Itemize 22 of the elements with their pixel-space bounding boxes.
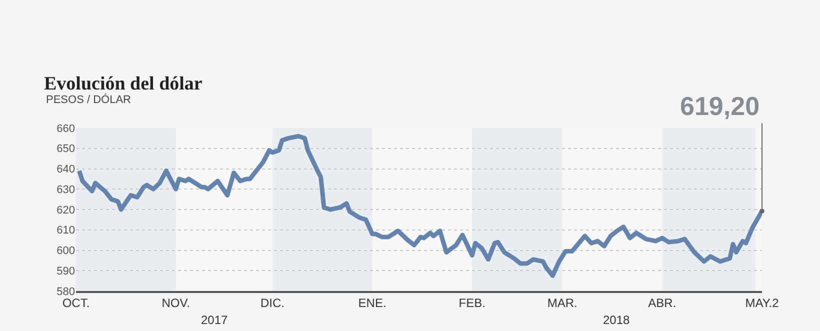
text: 2017 xyxy=(201,313,228,327)
x-tick-label: MAY.2 xyxy=(745,296,780,310)
x-tick-label: ENE. xyxy=(358,296,386,310)
y-tick-label: 610 xyxy=(56,224,75,237)
chart-subtitle: PESOS / DÓLAR xyxy=(46,93,132,106)
annotation: 619,20 xyxy=(680,91,760,121)
x-tick-label: NOV. xyxy=(162,296,190,310)
y-tick-label: 630 xyxy=(56,184,75,196)
y-tick-label: 600 xyxy=(56,245,75,258)
y-tick-label: 660 xyxy=(56,122,75,135)
chart-title: Evolución del dólar xyxy=(44,73,203,94)
x-tick-label: ABR. xyxy=(648,296,676,310)
y-tick-label: 620 xyxy=(56,204,75,216)
text: 2018 xyxy=(603,313,630,327)
y-tick-label: 640 xyxy=(56,164,75,176)
y-tick-label: 650 xyxy=(56,143,75,156)
x-tick-label: OCT. xyxy=(62,296,90,310)
y-tick-label: 580 xyxy=(56,286,75,298)
x-tick-label: FEB. xyxy=(458,296,486,310)
x-tick-label: MAR. xyxy=(547,296,578,310)
x-tick-label: DIC. xyxy=(260,296,284,310)
y-tick-label: 590 xyxy=(56,265,75,278)
